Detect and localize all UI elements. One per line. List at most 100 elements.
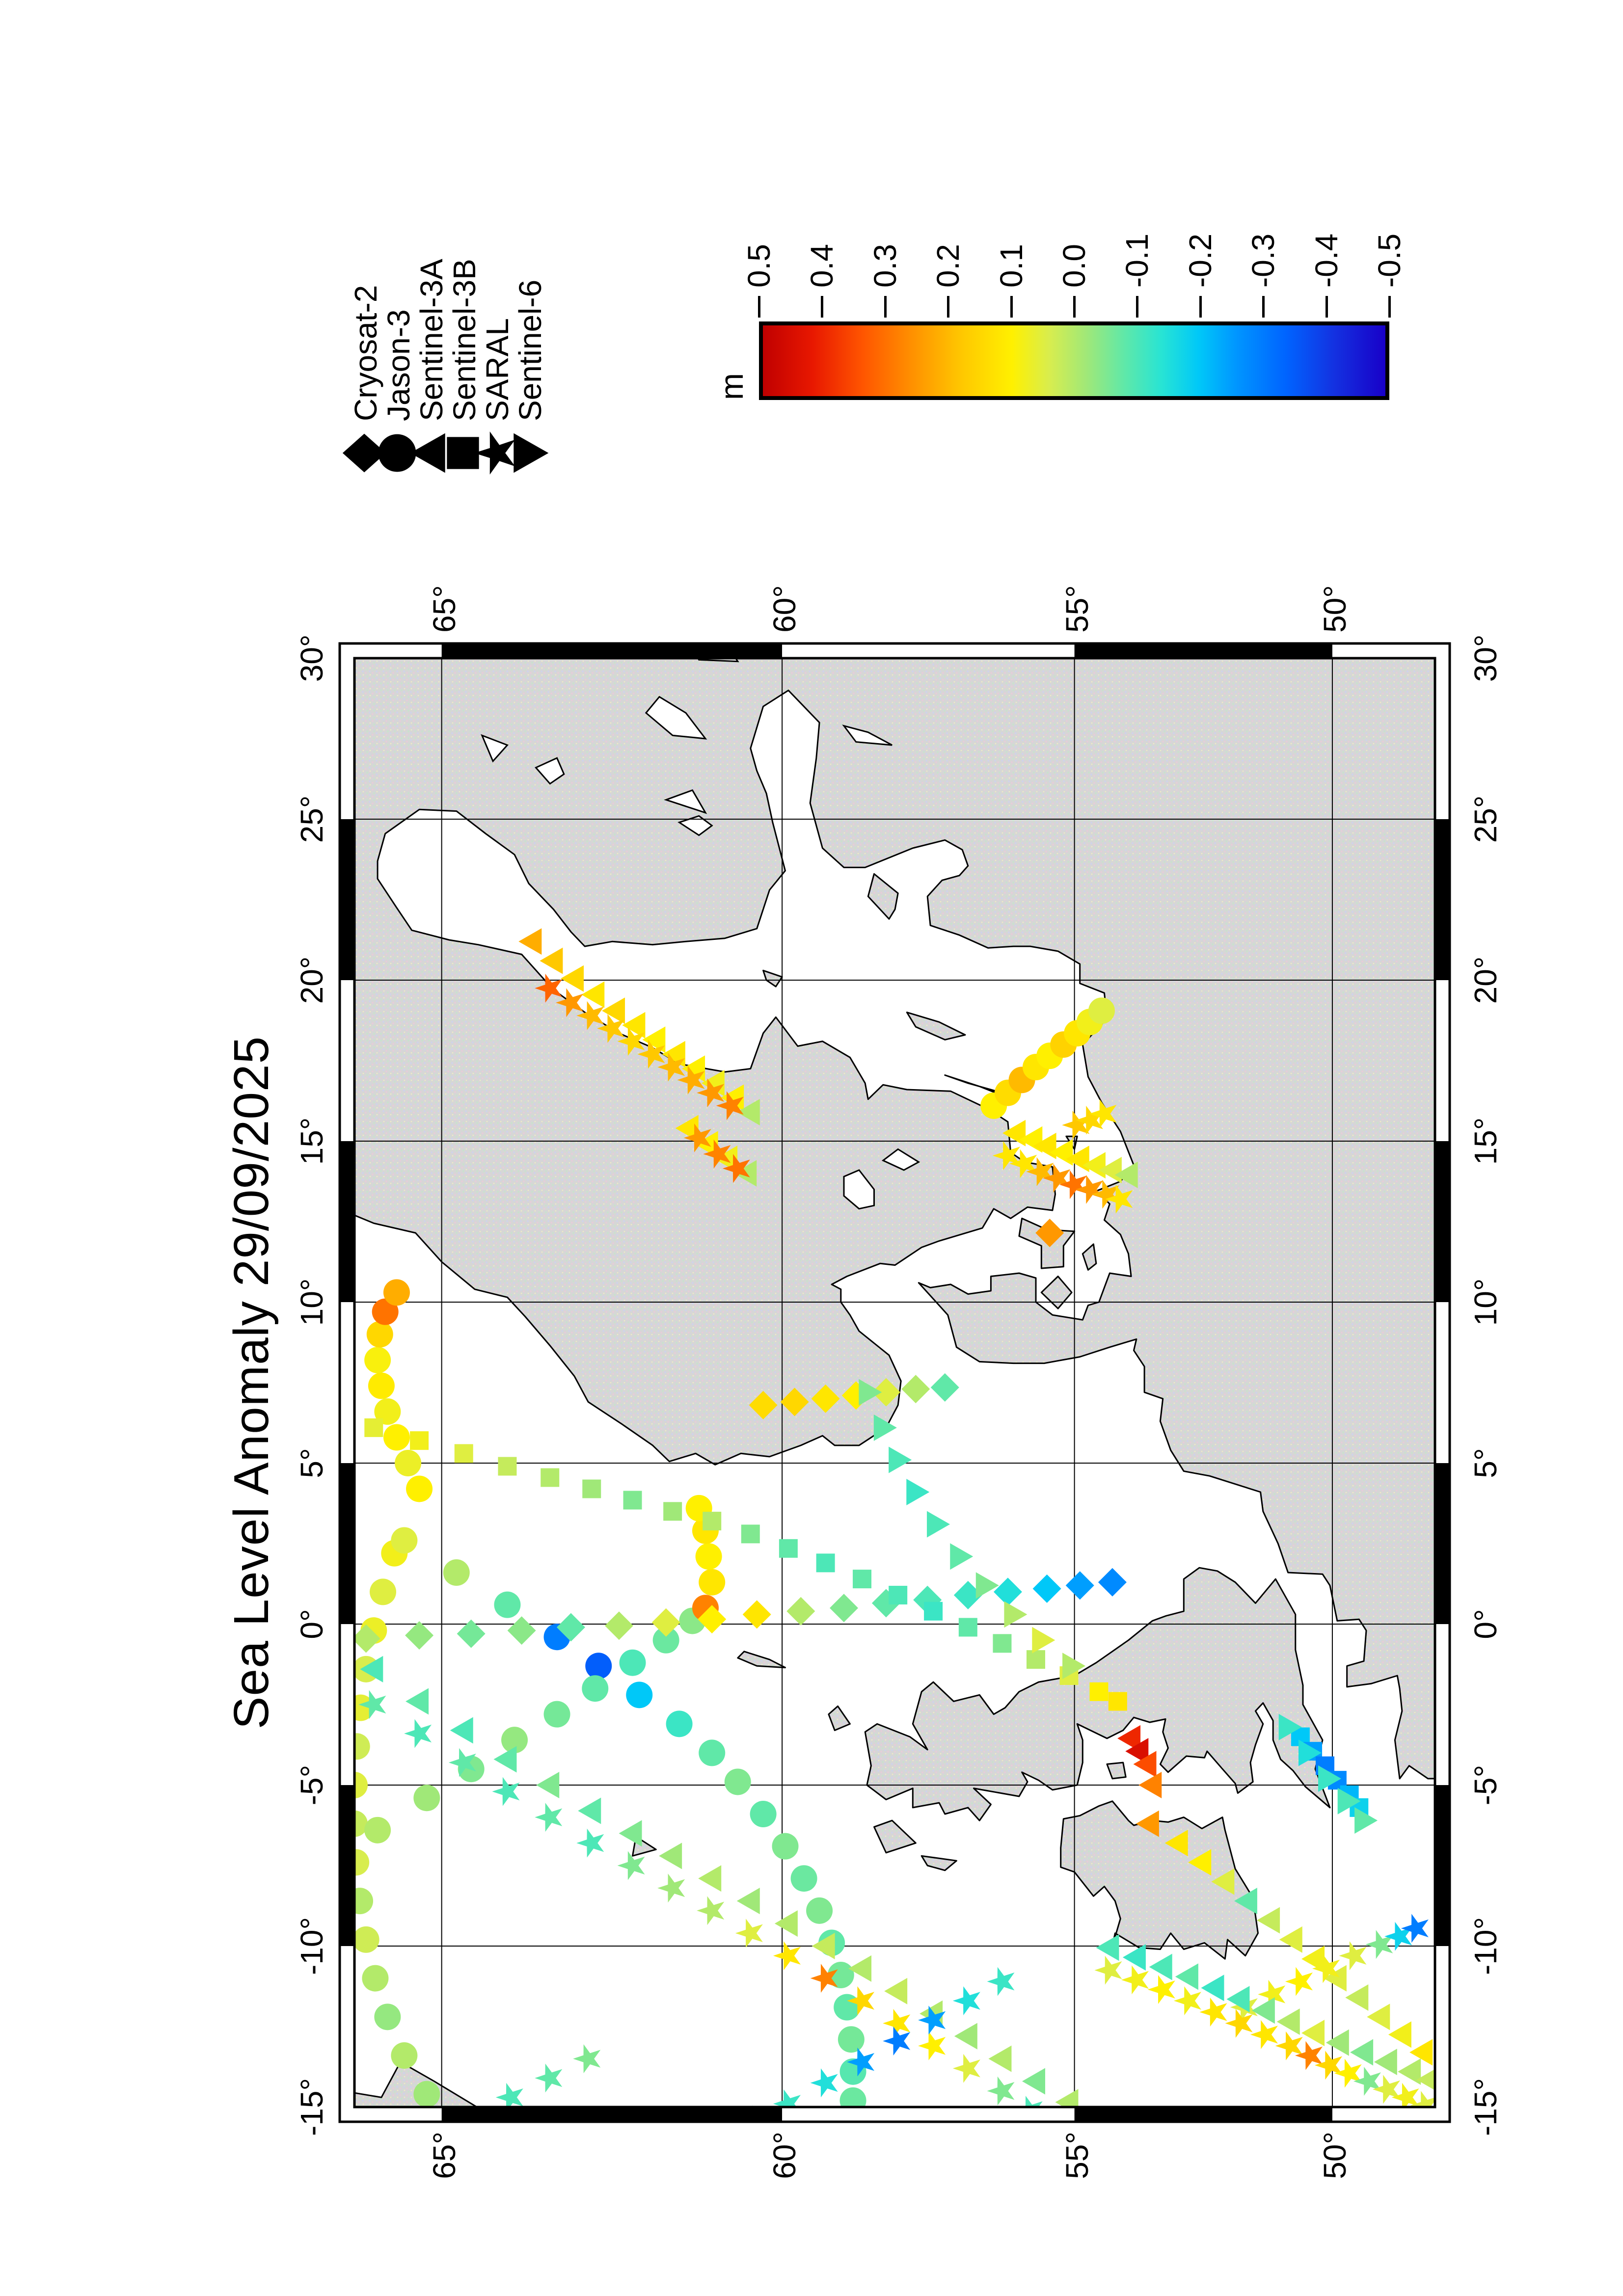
colorbar-tick xyxy=(1010,296,1013,318)
data-point-saral xyxy=(735,1919,763,1948)
lat-tick-label: 60° xyxy=(767,2132,803,2179)
data-point-cryosat-2 xyxy=(953,1580,982,1609)
data-point-jason-3 xyxy=(395,1450,422,1476)
data-point-cryosat-2 xyxy=(786,1597,815,1626)
data-point-jason-3 xyxy=(354,1849,370,1876)
data-point-sentinel-3a xyxy=(581,981,605,1008)
colorbar xyxy=(759,321,1389,400)
lon-tick-label: 20° xyxy=(1468,956,1503,1004)
data-point-jason-3 xyxy=(838,2026,865,2053)
colorbar-tick-label: 0.3 xyxy=(867,244,903,288)
data-point-saral xyxy=(1094,1955,1122,1985)
land-polygon-island xyxy=(920,1855,957,1871)
data-point-saral xyxy=(576,1001,604,1030)
track-saral xyxy=(495,2044,601,2107)
data-point-sentinel-3a xyxy=(1301,2020,1325,2047)
data-point-jason-3 xyxy=(383,1279,410,1306)
data-point-saral xyxy=(773,2089,801,2107)
track-saral xyxy=(992,1141,1133,1214)
data-point-sentinel-3a xyxy=(1098,1157,1122,1184)
track-saral xyxy=(1094,1955,1435,2107)
data-point-sentinel-6 xyxy=(889,1446,912,1473)
data-point-saral xyxy=(1075,1175,1103,1204)
colorbar-tick xyxy=(947,296,950,318)
data-point-jason-3 xyxy=(585,1653,612,1680)
data-point-saral xyxy=(987,1967,1015,1996)
track-jason-3 xyxy=(980,997,1115,1119)
data-point-sentinel-3a xyxy=(698,1865,722,1892)
data-point-jason-3 xyxy=(413,2081,440,2107)
frame-segment xyxy=(782,2107,1075,2122)
legend-label: SARAL xyxy=(480,318,515,421)
colorbar-unit-label: m xyxy=(713,373,750,400)
data-point-jason-3 xyxy=(626,1682,653,1709)
lat-tick-label: 65° xyxy=(426,2132,462,2179)
data-point-cryosat-2 xyxy=(405,1621,434,1650)
data-point-sentinel-3a xyxy=(659,1842,682,1869)
data-point-sentinel-6 xyxy=(1062,1653,1086,1680)
data-point-cryosat-2 xyxy=(1035,1218,1064,1247)
data-point-sentinel-3a xyxy=(1136,1810,1159,1837)
frame-segment xyxy=(1074,643,1332,658)
lake-polygon xyxy=(842,724,893,746)
lake-polygon xyxy=(535,757,565,785)
track-sentinel-3a xyxy=(1096,1934,1435,2093)
legend-label: Sentinel-3B xyxy=(447,259,482,421)
colorbar-tick xyxy=(758,296,760,318)
data-point-cryosat-2 xyxy=(780,1388,809,1416)
lon-tick-label: 10° xyxy=(294,1278,329,1326)
lon-tick-label: 15° xyxy=(1468,1117,1503,1165)
land-polygon-island xyxy=(1082,1243,1097,1271)
data-point-saral xyxy=(810,1964,838,1993)
data-point-saral xyxy=(657,1052,685,1082)
colorbar-tick xyxy=(1388,296,1391,318)
data-point-jason-3 xyxy=(364,1816,391,1843)
data-point-jason-3 xyxy=(364,1347,391,1374)
data-point-sentinel-6 xyxy=(859,1379,882,1406)
lake-polygon xyxy=(843,1169,875,1210)
data-point-jason-3 xyxy=(699,1739,726,1766)
data-point-saral xyxy=(495,2082,523,2107)
data-point-saral xyxy=(883,2027,911,2056)
land-polygon-island xyxy=(737,1651,786,1669)
data-point-saral xyxy=(1059,1170,1087,1199)
data-point-sentinel-3b xyxy=(993,1634,1012,1653)
land-polygon-island xyxy=(873,1819,917,1854)
colorbar-tick xyxy=(821,296,824,318)
data-point-jason-3 xyxy=(383,1424,410,1451)
track-cryosat-2 xyxy=(1035,1218,1064,1247)
data-point-saral xyxy=(1315,2051,1343,2080)
lon-tick-label: 20° xyxy=(294,956,329,1004)
legend-entry-sentinel-6: Sentinel-6 xyxy=(512,14,549,480)
data-point-saral xyxy=(617,1027,645,1056)
invtriangle-marker-icon xyxy=(514,433,549,473)
lat-tick-label: 65° xyxy=(426,585,462,633)
square-marker-icon xyxy=(447,437,479,469)
data-point-jason-3 xyxy=(366,1321,393,1348)
frame-segment xyxy=(340,658,354,819)
data-point-sentinel-3a xyxy=(1164,1830,1188,1857)
data-point-sentinel-3a xyxy=(848,1955,872,1982)
colorbar-tick xyxy=(1073,296,1076,318)
data-point-sentinel-3b xyxy=(663,1502,682,1521)
lon-tick-label: -5° xyxy=(1468,1764,1503,1806)
data-point-saral xyxy=(1384,1922,1412,1951)
page-title: Sea Level Anomaly 29/09/2025 xyxy=(224,1036,279,1730)
colorbar-tick xyxy=(1136,296,1139,318)
data-point-sentinel-3a xyxy=(812,1933,835,1959)
data-point-cryosat-2 xyxy=(811,1384,840,1413)
land-polygon-island xyxy=(828,1705,851,1731)
data-point-sentinel-3a xyxy=(602,997,625,1024)
data-point-sentinel-3b xyxy=(410,1431,429,1450)
data-point-saral xyxy=(556,988,584,1017)
frame-segment xyxy=(1435,819,1450,980)
data-point-jason-3 xyxy=(582,1675,609,1702)
data-point-saral xyxy=(716,1091,744,1121)
frame-segment xyxy=(782,643,1075,658)
data-point-saral xyxy=(1075,1105,1103,1135)
frame-segment xyxy=(340,1141,354,1302)
data-point-saral xyxy=(1199,1998,1227,2027)
data-point-sentinel-3a xyxy=(774,1910,798,1937)
frame-segment xyxy=(1435,658,1450,819)
colorbar-tick-label: -0.5 xyxy=(1372,233,1407,288)
